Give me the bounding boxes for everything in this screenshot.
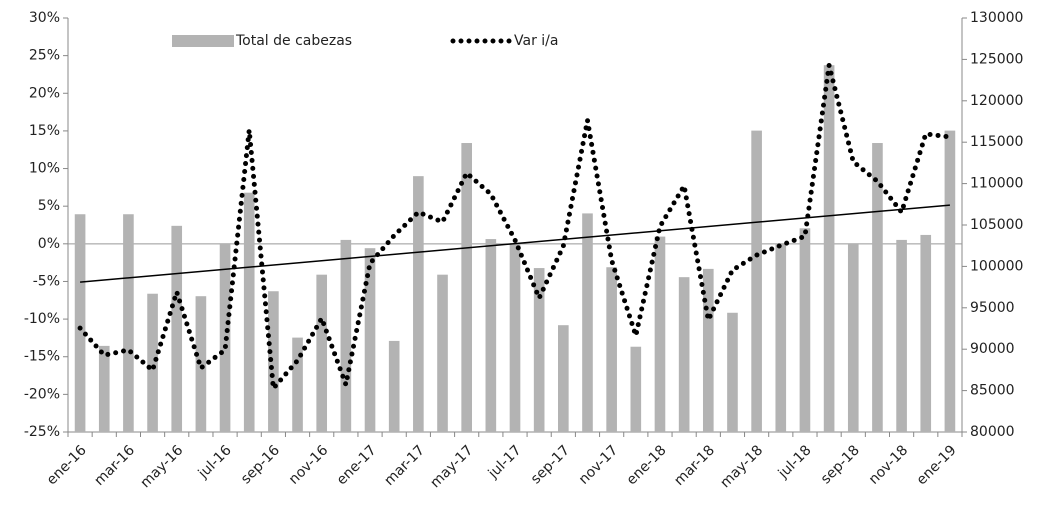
x-tick-label: may-16	[138, 442, 187, 491]
bar	[727, 312, 738, 432]
x-tick-label: sep-18	[818, 442, 863, 487]
line	[77, 62, 953, 391]
bar	[872, 143, 883, 432]
bar	[485, 239, 497, 432]
x-tick-label: mar-17	[381, 442, 428, 489]
bar	[147, 293, 158, 432]
bar	[509, 243, 521, 432]
y-tick-label: -20%	[24, 386, 60, 402]
y-tick-label: -15%	[24, 349, 60, 365]
y2-tick-label: 95000	[970, 300, 1015, 316]
bar	[533, 268, 545, 432]
bar	[340, 239, 352, 432]
bar	[920, 234, 932, 432]
legend-swatch	[172, 35, 234, 47]
bar	[98, 345, 110, 432]
bar	[896, 239, 907, 432]
bar	[799, 228, 811, 432]
y2-tick-label: 110000	[970, 176, 1023, 192]
bar	[292, 337, 303, 432]
y-tick-label: -10%	[24, 311, 60, 327]
bar	[558, 325, 569, 432]
bar	[606, 267, 617, 432]
y-tick-label: 15%	[29, 123, 60, 139]
bar	[847, 243, 859, 432]
legend-label: Total de cabezas	[235, 33, 352, 49]
bar	[123, 214, 134, 432]
x-tick-label: sep-17	[528, 442, 573, 487]
bar	[751, 130, 762, 432]
x-tick-label: nov-17	[576, 442, 621, 487]
x-tick-label: ene-18	[624, 442, 670, 488]
y-tick-label: -5%	[33, 273, 60, 289]
y2-tick-label: 90000	[970, 341, 1015, 357]
bar	[268, 291, 279, 432]
bar	[316, 274, 328, 432]
bar	[702, 268, 714, 432]
y-tick-label: 20%	[29, 85, 60, 101]
bar	[74, 214, 86, 432]
x-tick-label: nov-16	[286, 442, 331, 487]
x-tick-label: ene-17	[334, 442, 380, 488]
x-tick-label: ene-16	[44, 442, 90, 488]
bar	[582, 213, 593, 432]
bar	[171, 225, 183, 432]
y-tick-label: 25%	[29, 48, 60, 64]
y2-tick-label: 85000	[970, 383, 1015, 399]
x-tick-label: may-18	[717, 442, 766, 491]
x-tick-label: mar-18	[671, 442, 718, 489]
bar	[678, 277, 690, 432]
y2-tick-label: 115000	[970, 134, 1023, 150]
y2-tick-label: 130000	[970, 10, 1023, 26]
bar	[243, 192, 255, 432]
x-tick-label: nov-18	[866, 442, 911, 487]
bar	[823, 65, 835, 433]
x-tick-label: mar-16	[91, 442, 138, 489]
bar	[944, 130, 956, 432]
x-tick-label: jul-18	[775, 442, 815, 482]
trendline	[80, 204, 950, 283]
bar	[775, 243, 787, 432]
bar	[364, 248, 376, 432]
bar	[195, 296, 207, 432]
legend-label: Var i/a	[514, 33, 558, 49]
y2-tick-label: 120000	[970, 93, 1023, 109]
bar	[437, 274, 448, 432]
y-tick-label: 30%	[29, 10, 60, 26]
x-tick-label: jul-16	[195, 442, 235, 482]
x-tick-label: may-17	[427, 442, 476, 491]
y2-tick-label: 105000	[970, 217, 1023, 233]
x-tick-label: sep-16	[238, 442, 283, 487]
x-tick-label: ene-19	[914, 442, 960, 488]
bar	[413, 176, 424, 432]
y2-tick-label: 80000	[970, 424, 1015, 440]
y-tick-label: 0%	[38, 236, 60, 252]
bar	[461, 143, 472, 432]
y-tick-label: 10%	[29, 161, 60, 177]
y2-tick-label: 100000	[970, 258, 1023, 274]
y-tick-label: 5%	[38, 198, 60, 214]
bar	[654, 236, 666, 432]
x-tick-label: jul-17	[485, 442, 525, 482]
bar	[630, 346, 642, 432]
bar	[388, 340, 400, 432]
y2-tick-label: 125000	[970, 51, 1023, 67]
y-tick-label: -25%	[24, 424, 60, 440]
